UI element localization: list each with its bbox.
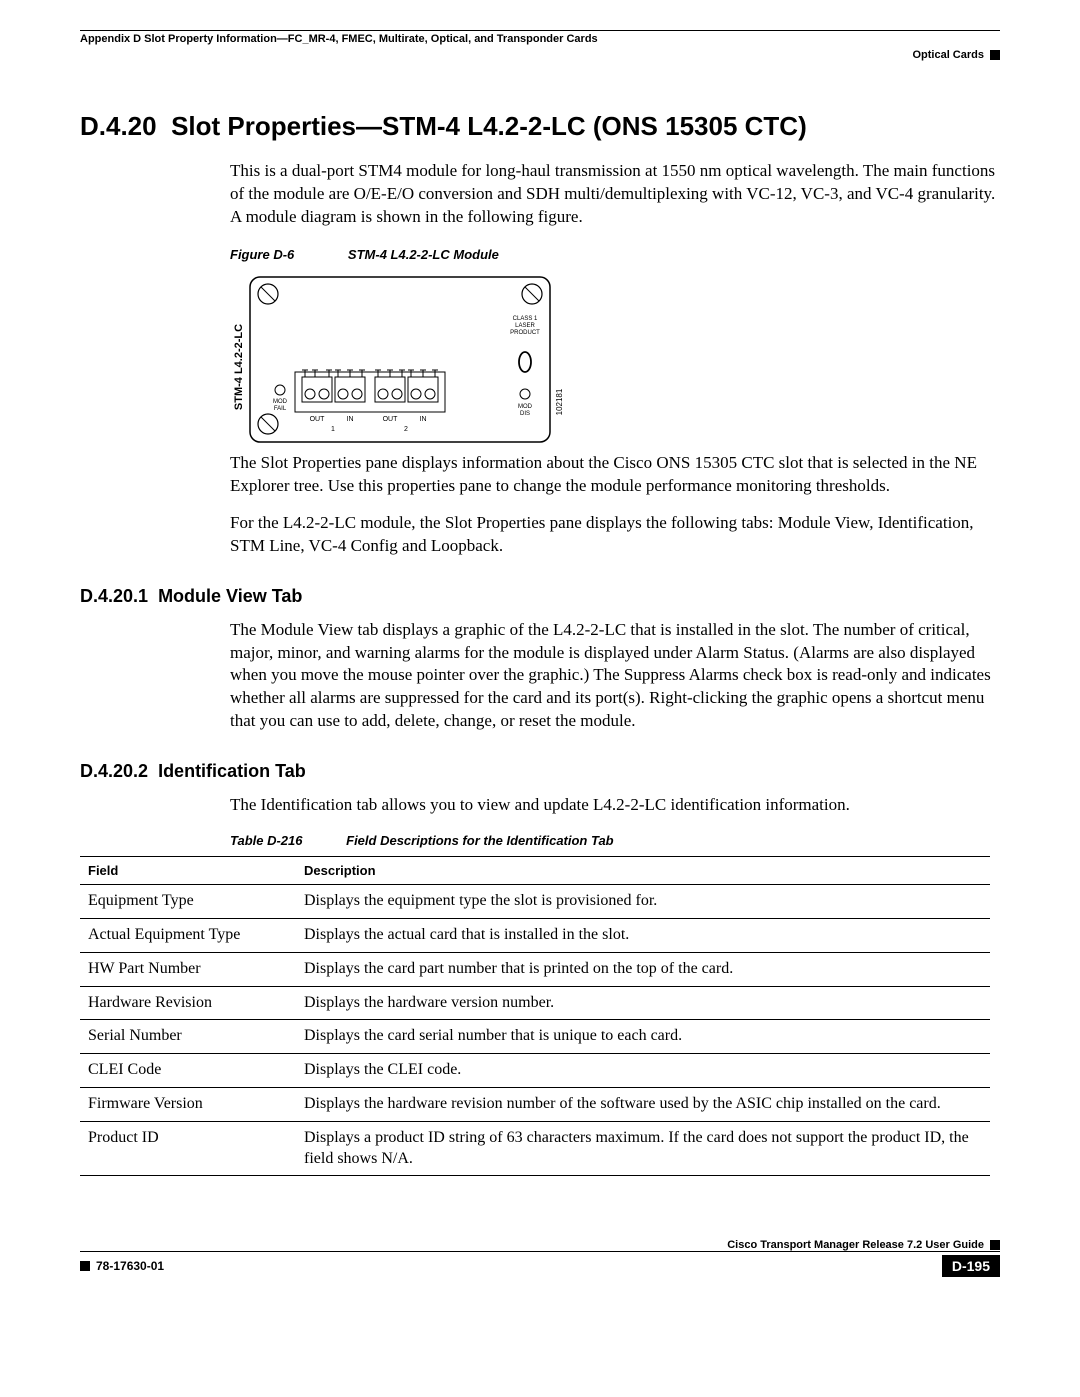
footer-guide: Cisco Transport Manager Release 7.2 User… [727, 1239, 984, 1251]
subsection-1-para: The Module View tab displays a graphic o… [80, 619, 1000, 734]
table-row: Serial NumberDisplays the card serial nu… [80, 1020, 990, 1054]
table-row: CLEI CodeDisplays the CLEI code. [80, 1054, 990, 1088]
figure-caption: Figure D-6 STM-4 L4.2-2-LC Module [80, 247, 1000, 262]
svg-text:OUT: OUT [383, 416, 399, 423]
svg-text:MOD: MOD [518, 404, 533, 410]
table-row: Actual Equipment TypeDisplays the actual… [80, 918, 990, 952]
col-description: Description [296, 857, 990, 885]
table-row: HW Part NumberDisplays the card part num… [80, 952, 990, 986]
svg-text:IN: IN [347, 416, 354, 423]
module-name-text: STM-4 L4.2-2-LC [233, 324, 245, 410]
footer-docnum: 78-17630-01 [96, 1259, 164, 1273]
section-para-3: For the L4.2-2-LC module, the Slot Prope… [80, 512, 1000, 558]
section-heading: D.4.20 Slot Properties—STM-4 L4.2-2-LC (… [80, 111, 1000, 142]
table-label: Table D-216 [230, 833, 303, 848]
svg-text:IN: IN [420, 416, 427, 423]
section-para-2: The Slot Properties pane displays inform… [80, 452, 1000, 498]
page-footer: Cisco Transport Manager Release 7.2 User… [80, 1236, 1000, 1277]
svg-text:CLASS 1: CLASS 1 [513, 316, 538, 322]
module-diagram: STM-4 L4.2-2-LC MOD FAIL [230, 272, 550, 452]
subsection-1-number: D.4.20.1 [80, 586, 148, 606]
decor-square-icon [990, 50, 1000, 60]
table-row: Firmware VersionDisplays the hardware re… [80, 1087, 990, 1121]
svg-text:OUT: OUT [310, 416, 326, 423]
svg-text:DIS: DIS [520, 411, 530, 417]
table-row: Equipment TypeDisplays the equipment typ… [80, 885, 990, 919]
drawing-id: 102181 [555, 388, 564, 415]
decor-square-icon [80, 1261, 90, 1271]
page-number-badge: D-195 [942, 1255, 1000, 1277]
subsection-1-title: Module View Tab [158, 586, 302, 606]
port-2 [375, 370, 438, 402]
header-left: Appendix D Slot Property Information—FC_… [80, 33, 598, 45]
subsection-1-heading: D.4.20.1 Module View Tab [80, 586, 1000, 607]
page-header: Appendix D Slot Property Information—FC_… [80, 33, 1000, 45]
subsection-2-number: D.4.20.2 [80, 761, 148, 781]
table-row: Product IDDisplays a product ID string o… [80, 1121, 990, 1176]
subsection-2-title: Identification Tab [158, 761, 306, 781]
section-para-1: This is a dual-port STM4 module for long… [80, 160, 1000, 229]
table-row: Hardware RevisionDisplays the hardware v… [80, 986, 990, 1020]
figure-label: Figure D-6 [230, 247, 294, 262]
svg-text:LASER: LASER [515, 323, 535, 329]
subsection-2-para: The Identification tab allows you to vie… [80, 794, 1000, 817]
section-title-text: Slot Properties—STM-4 L4.2-2-LC (ONS 153… [171, 111, 807, 141]
port-1 [302, 370, 365, 402]
table-caption: Table D-216 Field Descriptions for the I… [80, 833, 1000, 848]
header-right: Optical Cards [912, 49, 984, 61]
subsection-2-heading: D.4.20.2 Identification Tab [80, 761, 1000, 782]
identification-table: Field Description Equipment TypeDisplays… [80, 856, 990, 1176]
svg-text:PRODUCT: PRODUCT [510, 330, 540, 336]
mod-fail-label: MOD [273, 399, 288, 405]
page-subheader: Optical Cards [80, 49, 1000, 61]
figure-title: STM-4 L4.2-2-LC Module [348, 247, 499, 262]
table-header-row: Field Description [80, 857, 990, 885]
svg-text:1: 1 [331, 426, 335, 433]
svg-text:2: 2 [404, 426, 408, 433]
decor-square-icon [990, 1240, 1000, 1250]
header-rule [80, 30, 1000, 31]
module-svg: STM-4 L4.2-2-LC MOD FAIL [230, 272, 570, 452]
svg-text:FAIL: FAIL [274, 406, 287, 412]
table-title: Field Descriptions for the Identificatio… [346, 833, 613, 848]
page: Appendix D Slot Property Information—FC_… [0, 0, 1080, 1307]
col-field: Field [80, 857, 296, 885]
section-number: D.4.20 [80, 111, 157, 141]
